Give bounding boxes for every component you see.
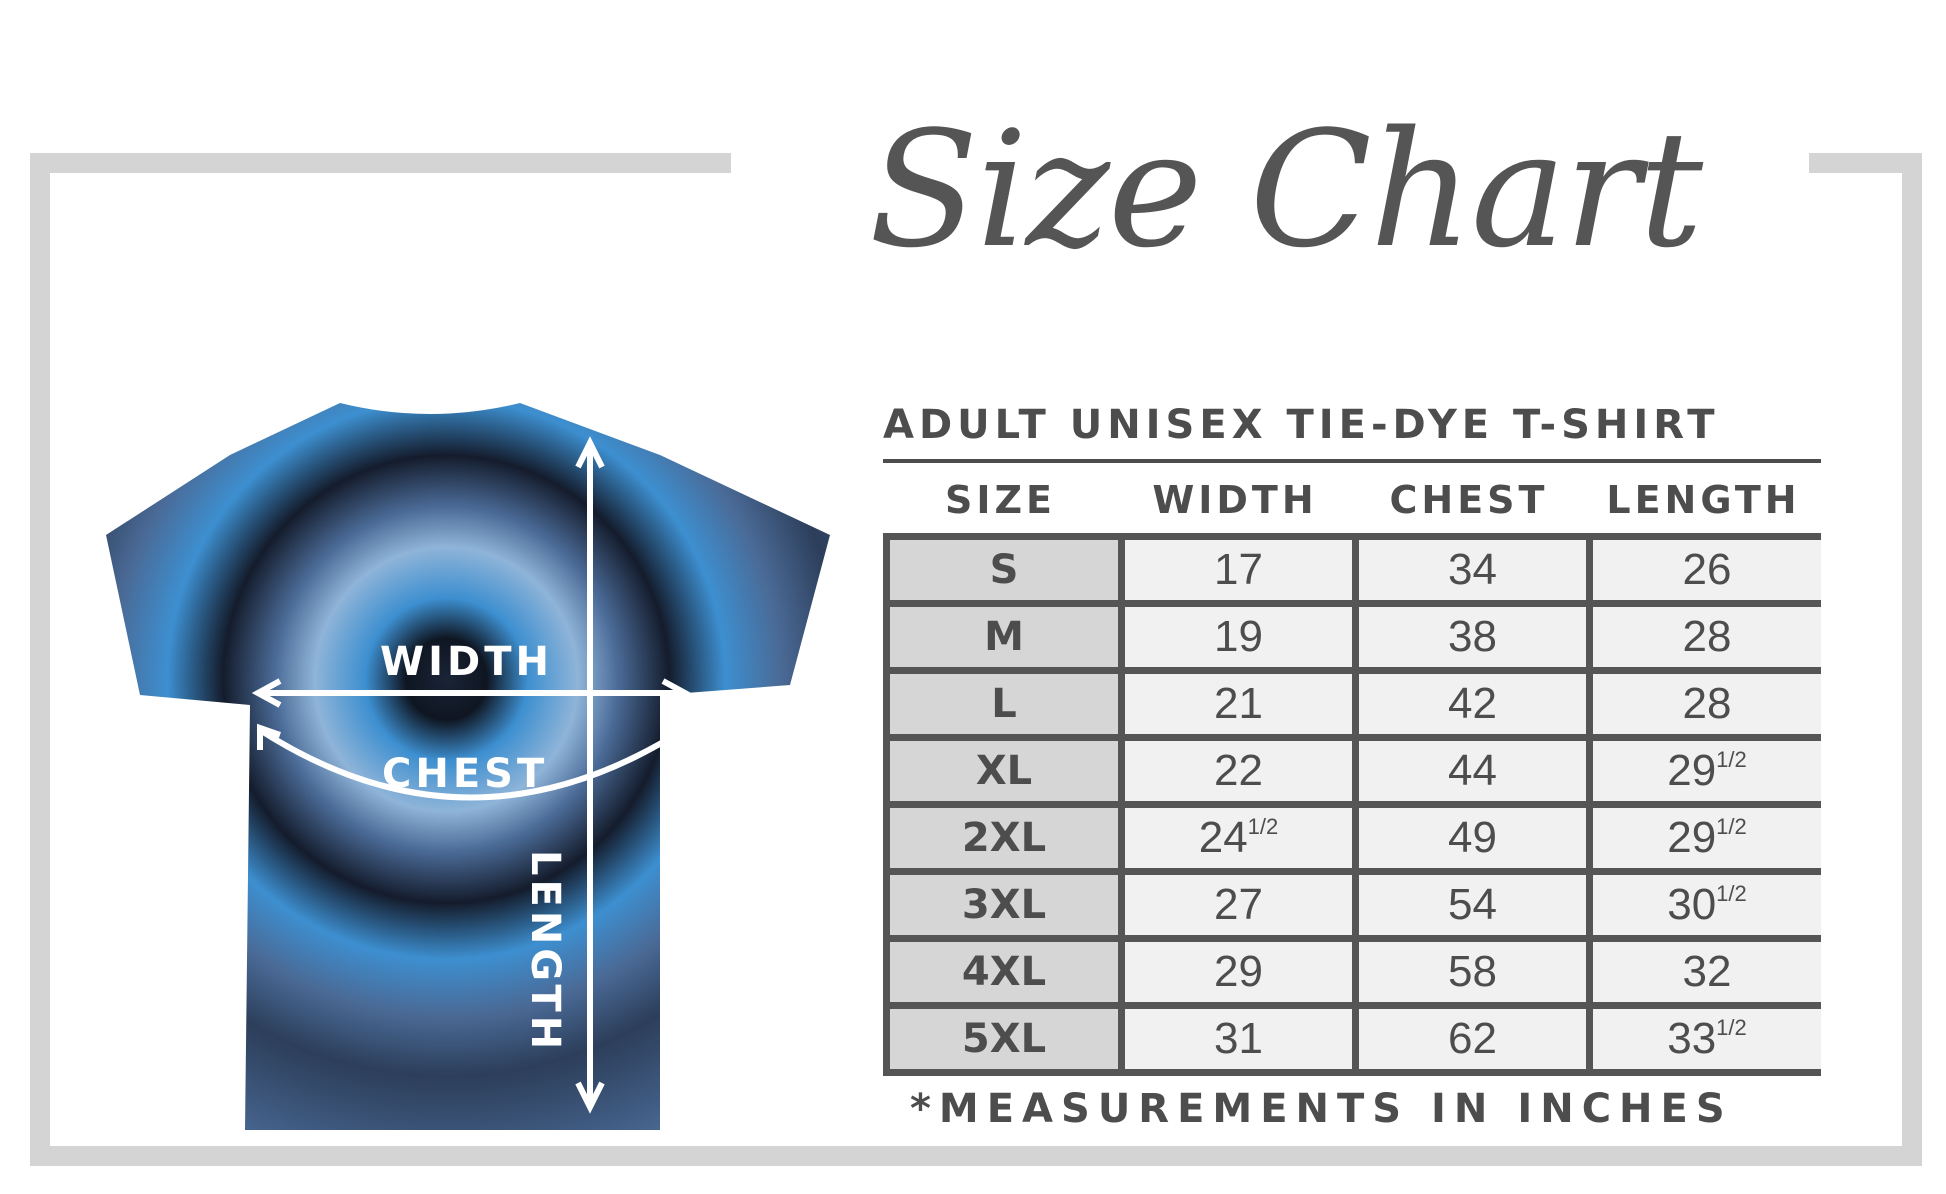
chest-cell-value: 62 [1448, 1014, 1497, 1063]
size-cell: L [890, 674, 1118, 734]
width-cell: 24 1/2 [1125, 808, 1352, 868]
title-underline [883, 459, 1821, 463]
footnote: *MEASUREMENTS IN INCHES [910, 1086, 1733, 1132]
page-title: Size Chart [868, 96, 1703, 283]
length-cell: 28 [1593, 607, 1821, 667]
chest-cell-value: 49 [1448, 813, 1497, 862]
length-cell: 26 [1593, 540, 1821, 600]
column-headers: SIZE WIDTH CHEST LENGTH [883, 478, 1821, 522]
length-cell-value: 30 [1667, 880, 1717, 929]
header-size: SIZE [944, 478, 1057, 522]
chest-cell-value: 38 [1448, 612, 1497, 661]
width-cell: 19 [1125, 607, 1352, 667]
width-cell: 27 [1125, 875, 1352, 935]
size-cell: 2XL [890, 808, 1118, 868]
size-cell-value: L [991, 681, 1017, 727]
size-cell-value: XL [975, 748, 1033, 794]
width-cell-value: 24 [1198, 813, 1248, 862]
chest-cell: 34 [1359, 540, 1586, 600]
length-cell-value: 29 [1667, 813, 1717, 862]
width-cell: 31 [1125, 1009, 1352, 1069]
length-cell-value: 26 [1682, 545, 1732, 594]
chest-cell: 44 [1359, 741, 1586, 801]
chest-cell: 62 [1359, 1009, 1586, 1069]
chest-cell: 54 [1359, 875, 1586, 935]
tie-dye-shirt-image: WIDTH CHEST LENGTH [106, 403, 830, 1130]
length-cell: 29 1/2 [1593, 808, 1821, 868]
length-cell: 30 1/2 [1593, 875, 1821, 935]
length-cell-value: 32 [1682, 947, 1732, 996]
fraction-half: 1/2 [1716, 747, 1747, 772]
chest-cell-value: 44 [1448, 746, 1497, 795]
size-cell-value: 3XL [961, 882, 1047, 928]
width-cell-value: 21 [1214, 679, 1263, 728]
chest-cell-value: 58 [1448, 947, 1497, 996]
size-cell: 3XL [890, 875, 1118, 935]
size-cell-value: 2XL [961, 815, 1047, 861]
width-cell-value: 19 [1214, 612, 1263, 661]
length-cell-value: 28 [1682, 679, 1732, 728]
size-cell-value: 5XL [961, 1016, 1047, 1062]
length-cell: 32 [1593, 942, 1821, 1002]
size-cell: M [890, 607, 1118, 667]
length-cell: 28 [1593, 674, 1821, 734]
width-cell: 29 [1125, 942, 1352, 1002]
width-label: WIDTH [380, 639, 553, 685]
chest-cell: 38 [1359, 607, 1586, 667]
chest-cell-value: 42 [1448, 679, 1497, 728]
size-cell: XL [890, 741, 1118, 801]
header-chest: CHEST [1389, 478, 1549, 522]
width-cell: 21 [1125, 674, 1352, 734]
width-cell-value: 31 [1214, 1014, 1263, 1063]
width-cell: 17 [1125, 540, 1352, 600]
width-cell-value: 22 [1214, 746, 1263, 795]
chest-cell: 42 [1359, 674, 1586, 734]
width-cell: 22 [1125, 741, 1352, 801]
size-cell: 4XL [890, 942, 1118, 1002]
length-cell-value: 28 [1682, 612, 1732, 661]
width-cell-value: 27 [1214, 880, 1263, 929]
length-label: LENGTH [522, 850, 568, 1053]
size-cell-value: M [984, 614, 1024, 660]
chest-cell: 49 [1359, 808, 1586, 868]
size-cell-value: S [989, 547, 1019, 593]
chest-label: CHEST [382, 751, 548, 797]
length-cell-value: 29 [1667, 746, 1717, 795]
size-cell-value: 4XL [961, 949, 1047, 995]
length-cell: 33 1/2 [1593, 1009, 1821, 1069]
chest-cell: 58 [1359, 942, 1586, 1002]
chest-cell-value: 54 [1448, 880, 1497, 929]
width-cell-value: 17 [1214, 545, 1263, 594]
header-length: LENGTH [1606, 478, 1801, 522]
fraction-half: 1/2 [1716, 881, 1747, 906]
size-table: S 17 34 26 M 19 38 28 L 21 42 28 XL 22 44 29 1/2 2XL 24 1/2… [883, 533, 1821, 1076]
table-title: ADULT UNISEX TIE-DYE T-SHIRT [883, 402, 1720, 448]
header-width: WIDTH [1152, 478, 1318, 522]
length-cell-value: 33 [1667, 1014, 1717, 1063]
frame-gap [731, 140, 1809, 180]
size-cell: S [890, 540, 1118, 600]
size-cell: 5XL [890, 1009, 1118, 1069]
fraction-half: 1/2 [1716, 1015, 1747, 1040]
length-cell: 29 1/2 [1593, 741, 1821, 801]
fraction-half: 1/2 [1247, 814, 1279, 839]
fraction-half: 1/2 [1716, 814, 1747, 839]
width-cell-value: 29 [1214, 947, 1263, 996]
chest-cell-value: 34 [1448, 545, 1497, 594]
